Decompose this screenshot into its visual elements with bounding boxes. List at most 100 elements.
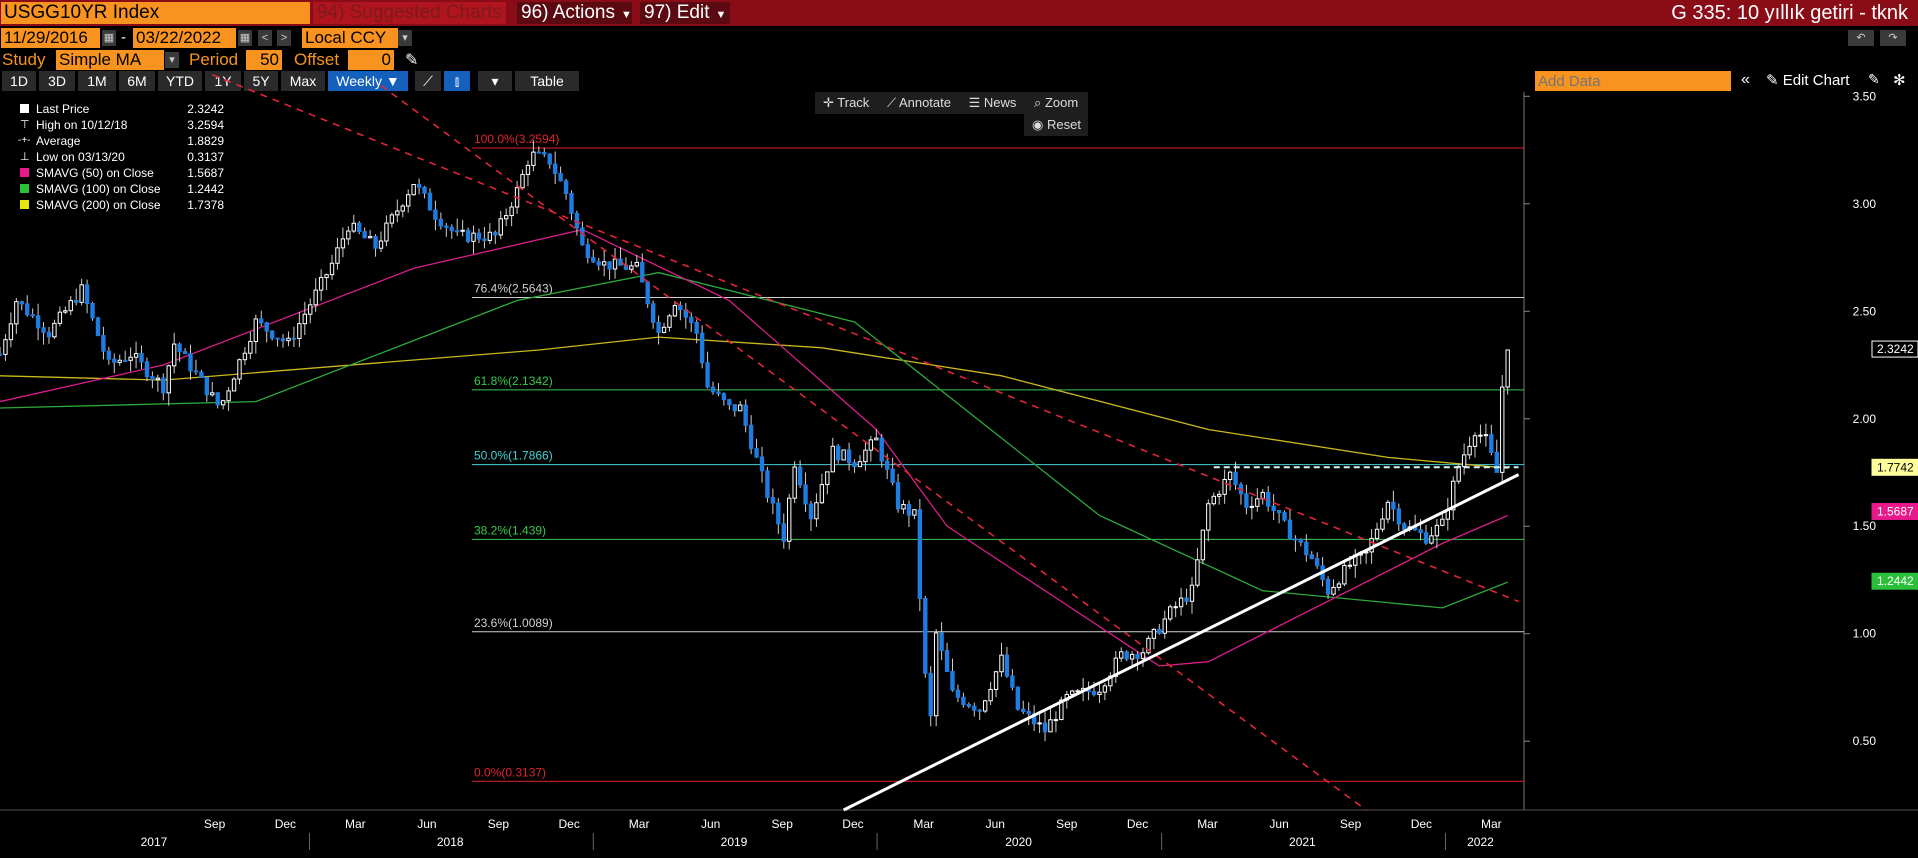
chevron-down-icon[interactable]: ▾	[478, 71, 512, 91]
gear-icon[interactable]: ✻	[1893, 72, 1906, 89]
period-1m-button[interactable]: 1M	[78, 71, 116, 91]
candle-up	[1173, 606, 1178, 609]
candle-down	[716, 391, 721, 395]
candle-up	[1037, 722, 1042, 725]
prev-arrow-icon[interactable]: <	[258, 30, 272, 46]
x-axis: Sep Dec Mar Jun Sep Dec Mar Jun Sep Dec Mar Jun Sep D…	[141, 817, 1502, 850]
candle-down	[1157, 628, 1162, 634]
trendline-red-dashed	[380, 84, 1367, 811]
average-marker-icon: -+-	[18, 135, 31, 146]
candle-down	[1271, 505, 1276, 512]
candle-down	[188, 353, 193, 372]
start-date-field[interactable]: 11/29/2016	[1, 28, 100, 48]
frequency-select[interactable]: Weekly ▼	[328, 71, 408, 91]
candle-down	[416, 183, 422, 188]
offset-input[interactable]: 0	[348, 50, 394, 70]
candle-down	[161, 377, 166, 394]
candle-up	[1260, 491, 1265, 500]
candle-up	[1434, 524, 1440, 537]
price-label-text: 2.3242	[1877, 342, 1914, 356]
y-tick-label: 3.00	[1853, 197, 1877, 211]
table-button[interactable]: Table	[515, 71, 579, 91]
news-tool[interactable]: ☰ News	[969, 95, 1017, 110]
calendar-icon[interactable]: ▦	[102, 30, 116, 46]
candle-up	[335, 247, 340, 264]
candle-up	[166, 365, 171, 394]
candle-chart-icon[interactable]: ⫾	[444, 71, 470, 91]
period-max-button[interactable]: Max	[281, 71, 325, 91]
candle-up	[1456, 466, 1461, 482]
legend-value: 3.2594	[187, 118, 224, 132]
period-ytd-button[interactable]: YTD	[158, 71, 202, 91]
candle-down	[465, 229, 471, 242]
chevron-down-icon[interactable]: ▾	[398, 30, 412, 46]
candle-up	[231, 378, 237, 392]
candle-up	[531, 151, 536, 166]
study-row: Study Simple MA ▾ Period 50 Offset 0 ✎	[0, 50, 1918, 70]
candle-down	[449, 226, 454, 232]
candle-down	[694, 321, 699, 334]
candle-up	[1151, 628, 1157, 639]
x-year-label: 2022	[1467, 835, 1494, 849]
suggested-charts-button[interactable]: 94) Suggested Charts	[313, 2, 506, 24]
candle-up	[1385, 501, 1391, 520]
currency-select[interactable]: Local CCY	[302, 28, 398, 48]
line-chart-icon[interactable]: ⟋	[415, 71, 441, 91]
candle-down	[563, 180, 569, 195]
period-1d-button[interactable]: 1D	[2, 71, 36, 91]
price-label-text: 1.5687	[1877, 504, 1914, 518]
calendar-icon[interactable]: ▦	[238, 30, 252, 46]
period-1y-button[interactable]: 1Y	[205, 71, 241, 91]
candle-down	[950, 670, 955, 691]
x-month-label: Mar	[1481, 817, 1502, 831]
x-month-label: Mar	[1197, 817, 1218, 831]
candle-up	[1445, 509, 1450, 520]
candle-up	[1113, 657, 1118, 677]
candle-up	[1483, 434, 1489, 437]
edit-chart-button[interactable]: ✎ Edit Chart	[1766, 71, 1849, 91]
actions-menu[interactable]: 96) Actions ▼	[517, 2, 632, 24]
reset-button[interactable]: ◉ Reset	[1024, 114, 1088, 136]
redo-icon[interactable]: ↷	[1880, 30, 1906, 46]
candle-down	[836, 445, 841, 461]
candle-down	[699, 332, 705, 364]
track-tool[interactable]: ✛ Track	[823, 95, 869, 110]
edit-menu[interactable]: 97) Edit ▼	[640, 2, 730, 24]
period-6m-button[interactable]: 6M	[119, 71, 155, 91]
candle-up	[133, 353, 139, 358]
chart-style-icon[interactable]: ✎	[1868, 71, 1880, 87]
legend-swatch	[20, 184, 29, 193]
period-3d-button[interactable]: 3D	[39, 71, 75, 91]
candle-down	[879, 437, 884, 462]
candle-up	[514, 187, 520, 208]
candle-up	[351, 222, 356, 232]
candle-up	[367, 236, 373, 239]
candle-down	[433, 209, 438, 220]
candle-up	[8, 323, 14, 341]
end-date-field[interactable]: 03/22/2022	[133, 28, 236, 48]
candle-up	[1129, 653, 1135, 660]
chevron-down-icon[interactable]: ▾	[165, 52, 179, 68]
candle-down	[743, 404, 748, 426]
period-5y-button[interactable]: 5Y	[244, 71, 278, 91]
undo-icon[interactable]: ↶	[1848, 30, 1874, 46]
collapse-icon[interactable]: «	[1741, 71, 1750, 88]
candle-up	[237, 359, 242, 380]
candle-up	[1374, 528, 1380, 539]
add-data-input[interactable]	[1535, 71, 1731, 91]
candle-up	[1461, 454, 1467, 468]
zoom-tool[interactable]: ⌕ Zoom	[1034, 95, 1078, 110]
candle-up	[1429, 535, 1434, 544]
annotate-tool[interactable]: ⟋ Annotate	[887, 95, 951, 110]
period-input[interactable]: 50	[246, 50, 282, 70]
candle-down	[683, 309, 688, 318]
study-type-select[interactable]: Simple MA	[56, 50, 164, 70]
next-arrow-icon[interactable]: >	[277, 30, 291, 46]
candle-down	[596, 261, 601, 266]
candle-down	[748, 424, 754, 450]
reset-label: Reset	[1046, 117, 1081, 132]
pencil-icon[interactable]: ✎	[405, 52, 419, 69]
candle-up	[389, 214, 395, 224]
ticker-field[interactable]: USGG10YR Index	[1, 2, 310, 24]
